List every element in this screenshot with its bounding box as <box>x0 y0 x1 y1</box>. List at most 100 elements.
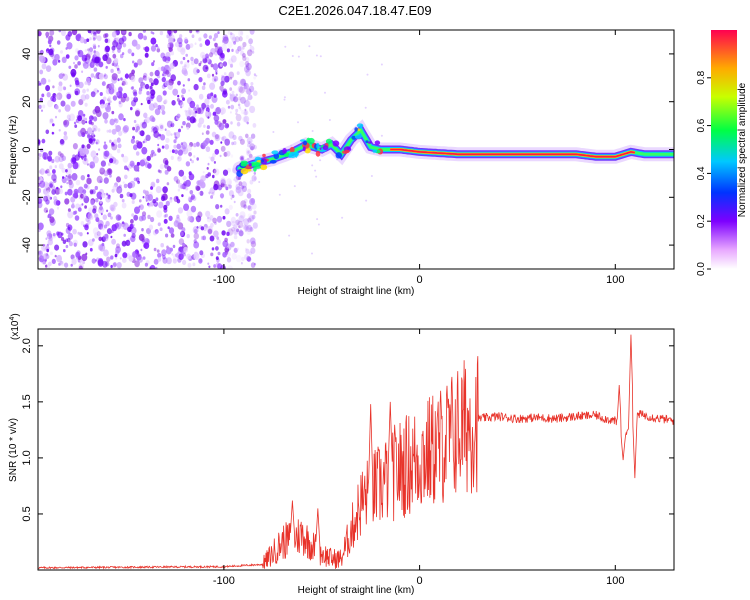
noise-dot <box>220 141 223 144</box>
noise-dot <box>60 185 63 189</box>
noise-dot <box>193 252 200 260</box>
noise-dot <box>131 52 135 57</box>
noise-dot <box>183 246 189 253</box>
noise-dot <box>142 256 146 260</box>
noise-dot <box>164 169 169 175</box>
noise-dot <box>128 255 134 262</box>
noise-dot <box>45 35 49 39</box>
noise-dot <box>82 193 87 199</box>
noise-dot <box>162 56 167 62</box>
noise-dot <box>70 254 75 260</box>
y-tick-label: 1.5 <box>21 394 33 409</box>
noise-dot <box>226 178 232 186</box>
spectrogram-plot-area <box>38 30 674 269</box>
noise-dot <box>159 30 164 36</box>
noise-dot <box>47 238 53 246</box>
noise-dot <box>199 250 204 256</box>
noise-dot <box>100 160 106 167</box>
noise-dot <box>100 212 103 216</box>
noise-dot <box>232 134 237 141</box>
signal-blob <box>284 152 290 158</box>
noise-dot <box>130 106 133 111</box>
noise-dot <box>166 56 171 62</box>
noise-dot <box>227 167 231 173</box>
noise-dot <box>111 63 115 66</box>
noise-dot <box>48 261 52 267</box>
noise-dot <box>178 42 183 48</box>
noise-dot <box>113 139 118 145</box>
noise-dot <box>165 80 170 86</box>
noise-dot <box>169 247 173 252</box>
noise-dot <box>209 82 216 90</box>
noise-dot <box>103 141 107 144</box>
noise-dot <box>198 62 202 67</box>
noise-dot <box>188 109 194 116</box>
noise-dot <box>181 94 184 99</box>
noise-dot <box>138 205 141 208</box>
noise-dot <box>182 147 189 155</box>
noise-dot <box>95 259 97 262</box>
noise-dot <box>202 235 207 241</box>
noise-dot <box>245 133 249 139</box>
signal-blob <box>288 154 292 158</box>
noise-dot <box>233 234 238 240</box>
noise-dot <box>224 208 230 215</box>
noise-dot <box>92 238 95 242</box>
noise-dot <box>195 141 200 147</box>
noise-dot <box>155 197 159 201</box>
noise-dot <box>74 55 79 61</box>
noise-dot <box>214 78 217 82</box>
noise-dot <box>97 244 104 251</box>
noise-dot <box>66 181 69 185</box>
noise-dot <box>240 185 244 190</box>
noise-dot <box>249 227 254 232</box>
noise-dot <box>95 217 100 223</box>
noise-dot <box>87 30 92 34</box>
noise-dot <box>176 113 181 119</box>
noise-dot <box>175 180 179 184</box>
noise-dot <box>239 60 245 68</box>
noise-dot <box>152 199 156 204</box>
noise-dot <box>237 176 241 181</box>
noise-dot <box>39 82 42 86</box>
noise-dot <box>241 185 247 193</box>
noise-dot <box>244 247 248 251</box>
noise-dot <box>150 153 154 158</box>
signal-blob <box>260 159 264 163</box>
noise-dot <box>228 131 235 139</box>
noise-dot <box>190 56 194 62</box>
noise-dot <box>228 190 234 197</box>
noise-dot <box>222 37 228 46</box>
noise-dot <box>150 181 156 188</box>
noise-dot <box>83 183 88 189</box>
noise-dot <box>111 238 116 245</box>
noise-dot <box>133 164 140 172</box>
signal-blob <box>254 162 260 167</box>
noise-dot <box>212 174 215 179</box>
noise-dot <box>82 88 86 94</box>
noise-dot <box>211 192 215 196</box>
noise-dot <box>252 123 257 128</box>
noise-dot <box>211 73 215 77</box>
noise-dot <box>58 163 64 170</box>
noise-dot <box>186 115 191 121</box>
noise-dot <box>130 75 136 82</box>
noise-dot <box>237 81 241 85</box>
noise-dot <box>67 162 73 169</box>
noise-dot <box>92 124 98 132</box>
noise-dot <box>92 227 99 235</box>
noise-dot <box>203 124 206 128</box>
noise-dot <box>238 215 245 223</box>
noise-dot <box>245 57 250 63</box>
noise-dot <box>67 174 72 179</box>
noise-dot <box>78 81 84 89</box>
sparse-dot <box>366 73 369 76</box>
noise-dot <box>244 108 247 112</box>
noise-dot <box>185 53 188 57</box>
signal-blob <box>271 150 279 155</box>
noise-dot <box>90 199 95 205</box>
noise-dot <box>117 78 120 82</box>
noise-dot <box>239 82 243 86</box>
signal-blob <box>374 140 381 146</box>
noise-dot <box>205 53 209 59</box>
